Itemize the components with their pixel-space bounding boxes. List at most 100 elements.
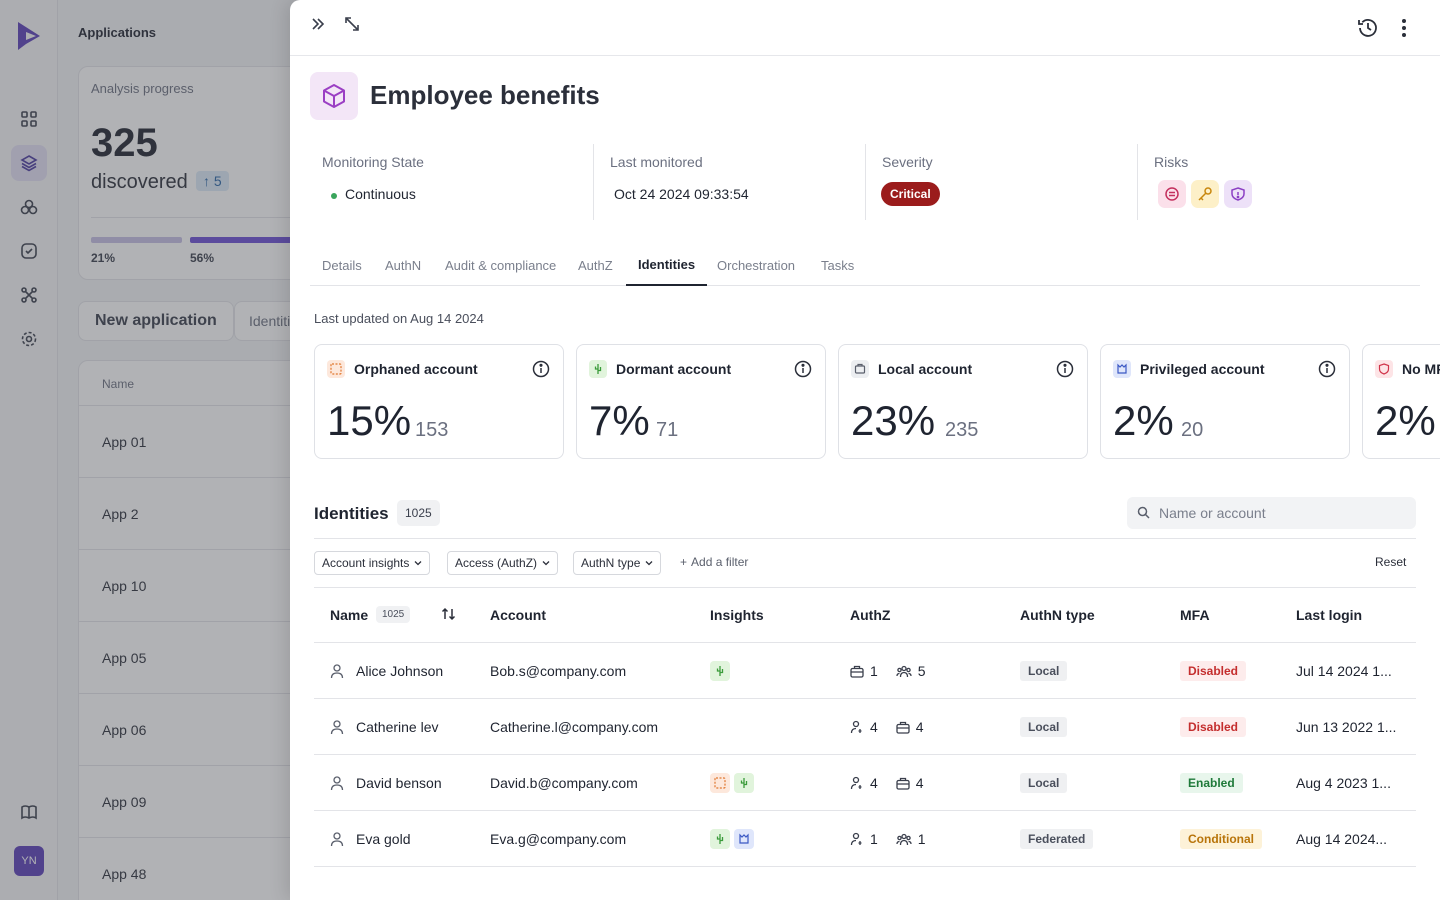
authz-column-header: AuthZ: [850, 607, 891, 623]
blocked-risk-icon[interactable]: [1158, 180, 1186, 208]
orphaned-account-card[interactable]: Orphaned account 15% 153: [314, 344, 564, 459]
tab-authz[interactable]: AuthZ: [578, 257, 613, 273]
account-cell: Eva.g@company.com: [490, 831, 627, 847]
table-row[interactable]: App 05: [79, 621, 377, 693]
history-icon[interactable]: [1354, 14, 1382, 42]
info-icon[interactable]: [794, 360, 812, 383]
orphaned-insight-icon[interactable]: [710, 773, 730, 793]
dormant-insight-icon[interactable]: [710, 661, 730, 681]
delta-value: 5: [213, 173, 222, 189]
privileged-account-card[interactable]: Privileged account 2% 20: [1100, 344, 1350, 459]
authn-column-header: AuthN type: [1020, 607, 1095, 623]
applications-icon[interactable]: [11, 145, 47, 181]
tasks-icon[interactable]: [11, 233, 47, 269]
authz-cell: 1 5: [850, 643, 944, 699]
local-account-card[interactable]: Local account 23% 235: [838, 344, 1088, 459]
arrow-up-icon: ↑: [203, 173, 210, 189]
dormant-insight-icon[interactable]: [710, 829, 730, 849]
authz-groups: 5: [896, 663, 926, 679]
key-risk-icon[interactable]: [1191, 180, 1219, 208]
table-row[interactable]: App 06: [79, 693, 377, 765]
progress-a-label: 21%: [91, 251, 116, 265]
table-row[interactable]: Alice Johnson Bob.s@company.com 1 5 Loca…: [314, 643, 1416, 699]
kpi-percent: 23%: [851, 397, 936, 444]
tab-orchestration[interactable]: Orchestration: [717, 257, 796, 273]
table-row[interactable]: David benson David.b@company.com 4 4 Loc…: [314, 755, 1416, 811]
no-mfa-card[interactable]: No MFA 2%: [1362, 344, 1440, 459]
kpi-percent: 7%: [589, 397, 650, 444]
info-icon[interactable]: [1056, 360, 1074, 383]
monitoring-value: Continuous: [345, 186, 416, 202]
filter-account-insights[interactable]: Account insights: [314, 551, 431, 575]
kpi-percent: 2%: [1113, 397, 1174, 444]
add-filter-button[interactable]: + Add a filter: [680, 555, 748, 569]
tab-identities[interactable]: Identities: [626, 244, 708, 286]
monitoring-state: Monitoring State Continuous: [310, 144, 593, 220]
dormant-account-card[interactable]: Dormant account 7% 71: [576, 344, 826, 459]
insights-cell: [710, 811, 758, 867]
integrations-icon[interactable]: [11, 277, 47, 313]
last-monitored-value: Oct 24 2024 09:33:54: [614, 186, 749, 202]
cube-icon: [310, 72, 358, 120]
identities-icon[interactable]: [11, 189, 47, 225]
sort-icon[interactable]: [441, 606, 457, 627]
last-updated: Last updated on Aug 14 2024: [314, 311, 484, 326]
authz-cell: 4 4: [850, 755, 942, 811]
mfa-status-badge: Conditional: [1180, 829, 1262, 849]
authn-cell: Local: [1020, 643, 1068, 699]
authz-users: 1: [850, 831, 878, 847]
table-row[interactable]: App 01: [79, 405, 377, 477]
mfa-column-header: MFA: [1180, 607, 1210, 623]
page-title: Applications: [78, 25, 157, 40]
filter-authn-type[interactable]: AuthN type: [573, 551, 662, 575]
more-options-icon[interactable]: [1390, 14, 1418, 42]
name-column-header[interactable]: Name: [330, 607, 369, 623]
info-icon[interactable]: [532, 360, 550, 383]
identity-name: David benson: [356, 775, 442, 791]
account-column-header: Account: [490, 607, 546, 623]
tab-audit-compliance[interactable]: Audit & compliance: [445, 257, 557, 273]
privileged-insight-icon[interactable]: [734, 829, 754, 849]
table-row[interactable]: App 10: [79, 549, 377, 621]
authz-roles: 4: [896, 775, 924, 791]
identity-name: Alice Johnson: [356, 663, 444, 679]
settings-icon[interactable]: [11, 321, 47, 357]
kpi-title: Privileged account: [1140, 361, 1265, 377]
expand-icon[interactable]: [338, 10, 366, 38]
authz-value: 4: [915, 775, 924, 791]
reset-button[interactable]: Reset: [1375, 555, 1407, 569]
info-icon[interactable]: [1318, 360, 1336, 383]
table-row[interactable]: App 48: [79, 837, 377, 900]
authn-cell: Local: [1020, 755, 1068, 811]
table-row[interactable]: Eva gold Eva.g@company.com 1 1 Federated…: [314, 811, 1416, 867]
collapse-drawer-icon[interactable]: [304, 10, 332, 38]
brand-logo[interactable]: [16, 20, 42, 52]
new-application-button[interactable]: New application: [78, 301, 234, 341]
insights-cell: [710, 643, 734, 699]
severity: Severity Critical: [865, 144, 1137, 220]
last-login-cell: Aug 14 2024...: [1296, 831, 1388, 847]
tab-authn[interactable]: AuthN: [385, 257, 422, 273]
search-input[interactable]: [1159, 497, 1409, 529]
tab-tasks[interactable]: Tasks: [821, 257, 855, 273]
monitoring-label: Monitoring State: [322, 154, 424, 170]
dashboard-icon[interactable]: [11, 101, 47, 137]
authn-tag: Federated: [1020, 829, 1094, 849]
docs-icon[interactable]: [11, 794, 47, 830]
divider: [314, 538, 1416, 539]
name-column-header: Name: [102, 377, 135, 391]
avatar[interactable]: YN: [14, 846, 44, 876]
dormant-insight-icon[interactable]: [734, 773, 754, 793]
table-row[interactable]: App 09: [79, 765, 377, 837]
authz-value: 4: [870, 719, 878, 735]
table-row[interactable]: App 2: [79, 477, 377, 549]
chevron-down-icon: [645, 561, 653, 566]
shield-risk-icon[interactable]: [1224, 180, 1252, 208]
table-row[interactable]: Catherine lev Catherine.l@company.com 4 …: [314, 699, 1416, 755]
identities-title: Identities: [314, 504, 389, 523]
authz-cell: 1 1: [850, 811, 944, 867]
filter-label: AuthN type: [581, 556, 641, 570]
filter-access-authz[interactable]: Access (AuthZ): [447, 551, 559, 575]
tab-details[interactable]: Details: [322, 257, 362, 273]
name-count-badge: 1025: [376, 606, 411, 623]
